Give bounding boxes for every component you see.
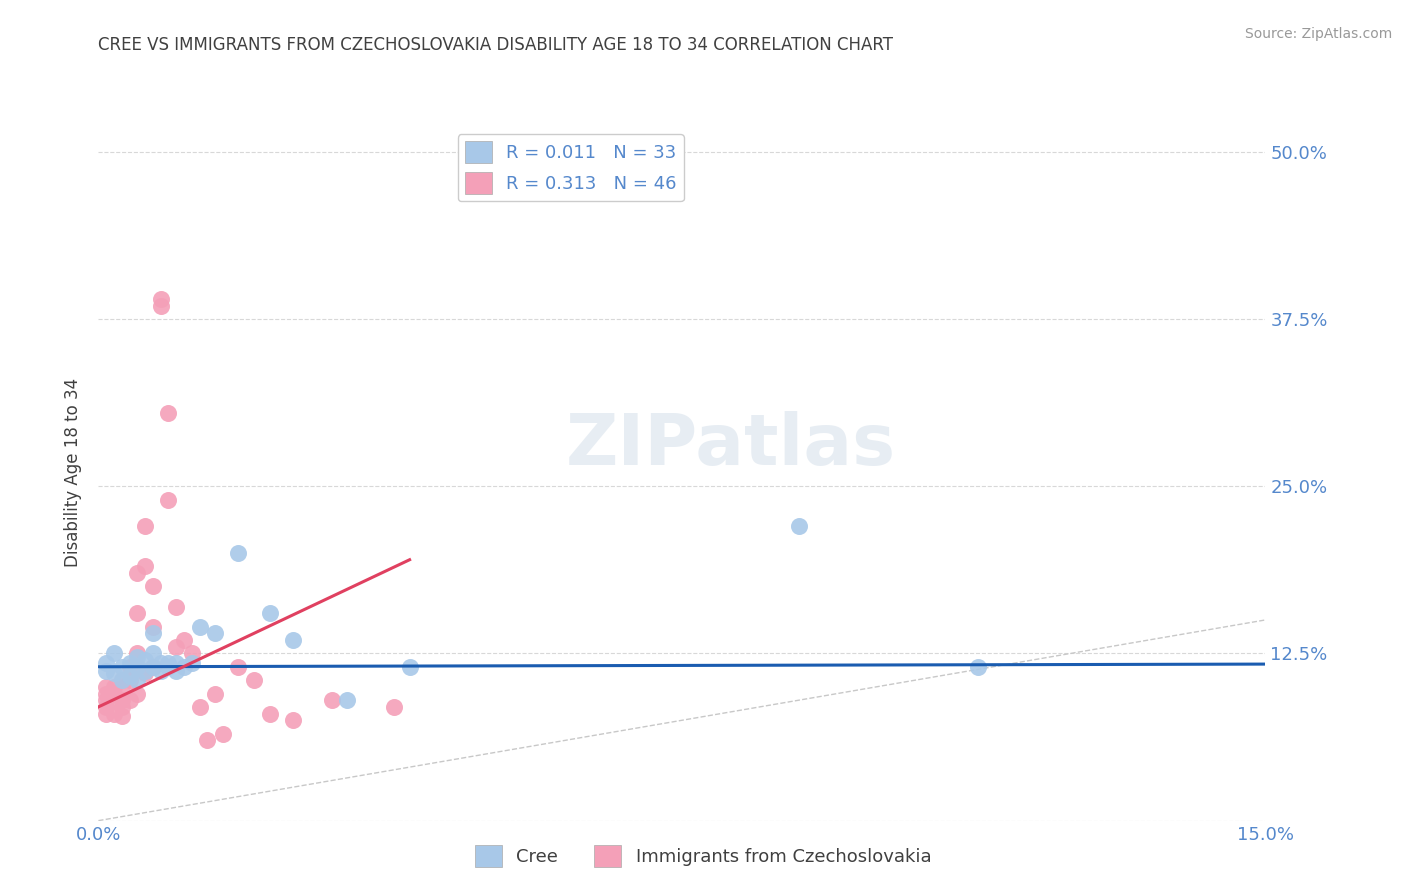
Point [243,673,266,688]
Point [142,646,165,660]
Point [228,546,250,560]
Y-axis label: Disability Age 18 to 34: Disability Age 18 to 34 [65,378,83,567]
Point [134,666,156,681]
Point [165,640,187,654]
Point [127,660,149,674]
Point [149,664,172,678]
Point [165,656,187,670]
Point [118,669,141,683]
Point [111,673,134,688]
Point [103,693,125,707]
Point [173,633,195,648]
Point [259,706,281,721]
Legend: Cree, Immigrants from Czechoslovakia: Cree, Immigrants from Czechoslovakia [467,838,939,874]
Point [96,680,118,694]
Point [180,656,202,670]
Point [96,687,118,701]
Point [111,660,134,674]
Point [321,693,343,707]
Point [134,653,156,667]
Point [103,666,125,681]
Point [142,660,165,674]
Point [157,656,180,670]
Point [188,620,211,634]
Point [195,733,218,747]
Point [204,626,226,640]
Point [336,693,359,707]
Text: CREE VS IMMIGRANTS FROM CZECHOSLOVAKIA DISABILITY AGE 18 TO 34 CORRELATION CHART: CREE VS IMMIGRANTS FROM CZECHOSLOVAKIA D… [98,36,893,54]
Point [787,519,810,533]
Text: Source: ZipAtlas.com: Source: ZipAtlas.com [1244,27,1392,41]
Point [111,693,134,707]
Point [228,660,250,674]
Point [118,656,141,670]
Point [127,566,149,581]
Point [142,626,165,640]
Point [103,706,125,721]
Legend: R = 0.011   N = 33, R = 0.313   N = 46: R = 0.011 N = 33, R = 0.313 N = 46 [457,134,683,202]
Point [127,660,149,674]
Point [382,699,405,714]
Point [103,680,125,694]
Point [111,680,134,694]
Point [281,633,304,648]
Point [188,699,211,714]
Point [96,706,118,721]
Point [111,699,134,714]
Point [96,664,118,678]
Point [118,673,141,688]
Text: ZIPatlas: ZIPatlas [567,411,896,481]
Point [96,693,118,707]
Point [212,726,235,740]
Point [142,660,165,674]
Point [127,687,149,701]
Point [134,664,156,678]
Point [398,660,420,674]
Point [111,673,134,688]
Point [173,660,195,674]
Point [157,406,180,420]
Point [142,620,165,634]
Point [118,693,141,707]
Point [127,673,149,688]
Point [127,607,149,621]
Point [259,607,281,621]
Point [127,646,149,660]
Point [96,656,118,670]
Point [134,559,156,574]
Point [118,660,141,674]
Point [103,646,125,660]
Point [204,687,226,701]
Point [149,656,172,670]
Point [165,664,187,678]
Point [165,599,187,614]
Point [111,709,134,723]
Point [157,660,180,674]
Point [281,714,304,728]
Point [157,492,180,507]
Point [149,292,172,306]
Point [142,580,165,594]
Point [96,699,118,714]
Point [103,687,125,701]
Point [966,660,988,674]
Point [127,650,149,665]
Point [180,646,202,660]
Point [134,519,156,533]
Point [149,299,172,313]
